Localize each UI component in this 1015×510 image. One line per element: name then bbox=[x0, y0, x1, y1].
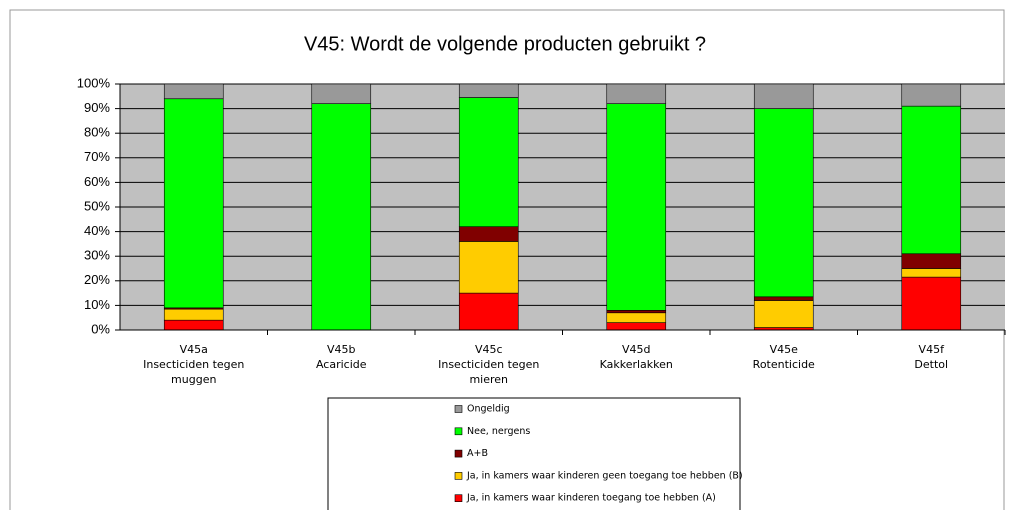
bar-segment bbox=[163, 98, 224, 309]
y-tick-label: 90% bbox=[84, 100, 110, 115]
x-tick-label: V45b bbox=[327, 343, 356, 356]
bar-segment bbox=[458, 83, 519, 98]
bar-segment bbox=[458, 241, 519, 294]
legend-label: Nee, nergens bbox=[467, 426, 530, 437]
bar-segment bbox=[163, 308, 224, 321]
legend-swatch bbox=[454, 427, 463, 436]
x-tick-label: mieren bbox=[469, 373, 508, 386]
bar-segment bbox=[901, 276, 962, 331]
bar-segment bbox=[458, 97, 519, 227]
bar-segment bbox=[901, 253, 962, 269]
bar-segment bbox=[311, 83, 372, 104]
x-tick-label: V45e bbox=[770, 343, 799, 356]
legend-swatch bbox=[454, 449, 463, 458]
x-tick-label: V45a bbox=[180, 343, 208, 356]
y-tick-label: 60% bbox=[84, 174, 110, 189]
x-tick-label: V45c bbox=[475, 343, 503, 356]
bar-segment bbox=[311, 103, 372, 331]
bar-segment bbox=[753, 108, 814, 298]
bar-segment bbox=[606, 312, 667, 323]
x-tick-label: Dettol bbox=[914, 358, 948, 371]
legend-swatch bbox=[454, 494, 463, 503]
bar-segment bbox=[753, 300, 814, 328]
y-tick-label: 10% bbox=[84, 297, 110, 312]
x-tick-label: Insecticiden tegen bbox=[438, 358, 539, 371]
bar-segment bbox=[901, 83, 962, 107]
bar-segment bbox=[753, 83, 814, 109]
legend bbox=[327, 397, 741, 510]
y-tick-label: 80% bbox=[84, 125, 110, 140]
y-tick-label: 100% bbox=[77, 75, 111, 90]
x-tick-label: Acaricide bbox=[316, 358, 367, 371]
bar-segment bbox=[753, 296, 814, 301]
y-tick-label: 20% bbox=[84, 272, 110, 287]
y-tick-label: 40% bbox=[84, 223, 110, 238]
legend-label: Ja, in kamers waar kinderen toegang toe … bbox=[466, 493, 716, 504]
bar-segment bbox=[458, 226, 519, 242]
bar-segment bbox=[458, 292, 519, 331]
y-tick-label: 0% bbox=[91, 321, 110, 336]
y-tick-label: 70% bbox=[84, 149, 110, 164]
x-tick-label: Kakkerlakken bbox=[600, 358, 673, 371]
bar-segment bbox=[606, 83, 667, 104]
bar-segment bbox=[901, 105, 962, 255]
legend-swatch bbox=[454, 405, 463, 413]
y-tick-label: 50% bbox=[84, 198, 110, 213]
legend-label: Ja, in kamers waar kinderen geen toegang… bbox=[466, 470, 743, 481]
legend-swatch bbox=[454, 472, 463, 480]
x-tick-label: muggen bbox=[171, 373, 216, 386]
legend-label: Ongeldig bbox=[467, 404, 510, 415]
x-tick-label: Rotenticide bbox=[753, 358, 815, 371]
chart-title: V45: Wordt de volgende producten gebruik… bbox=[304, 33, 706, 55]
legend-label: A+B bbox=[467, 448, 488, 459]
x-tick-label: Insecticiden tegen bbox=[143, 358, 244, 371]
bar-segment bbox=[163, 319, 224, 331]
bar-segment bbox=[901, 268, 962, 278]
bar-segment bbox=[606, 310, 667, 314]
y-tick-label: 30% bbox=[84, 248, 110, 263]
bar-segment bbox=[606, 322, 667, 331]
bar-segment bbox=[163, 83, 224, 100]
bar-segment bbox=[606, 103, 667, 311]
x-tick-label: V45f bbox=[919, 343, 946, 356]
x-tick-label: V45d bbox=[622, 343, 651, 356]
